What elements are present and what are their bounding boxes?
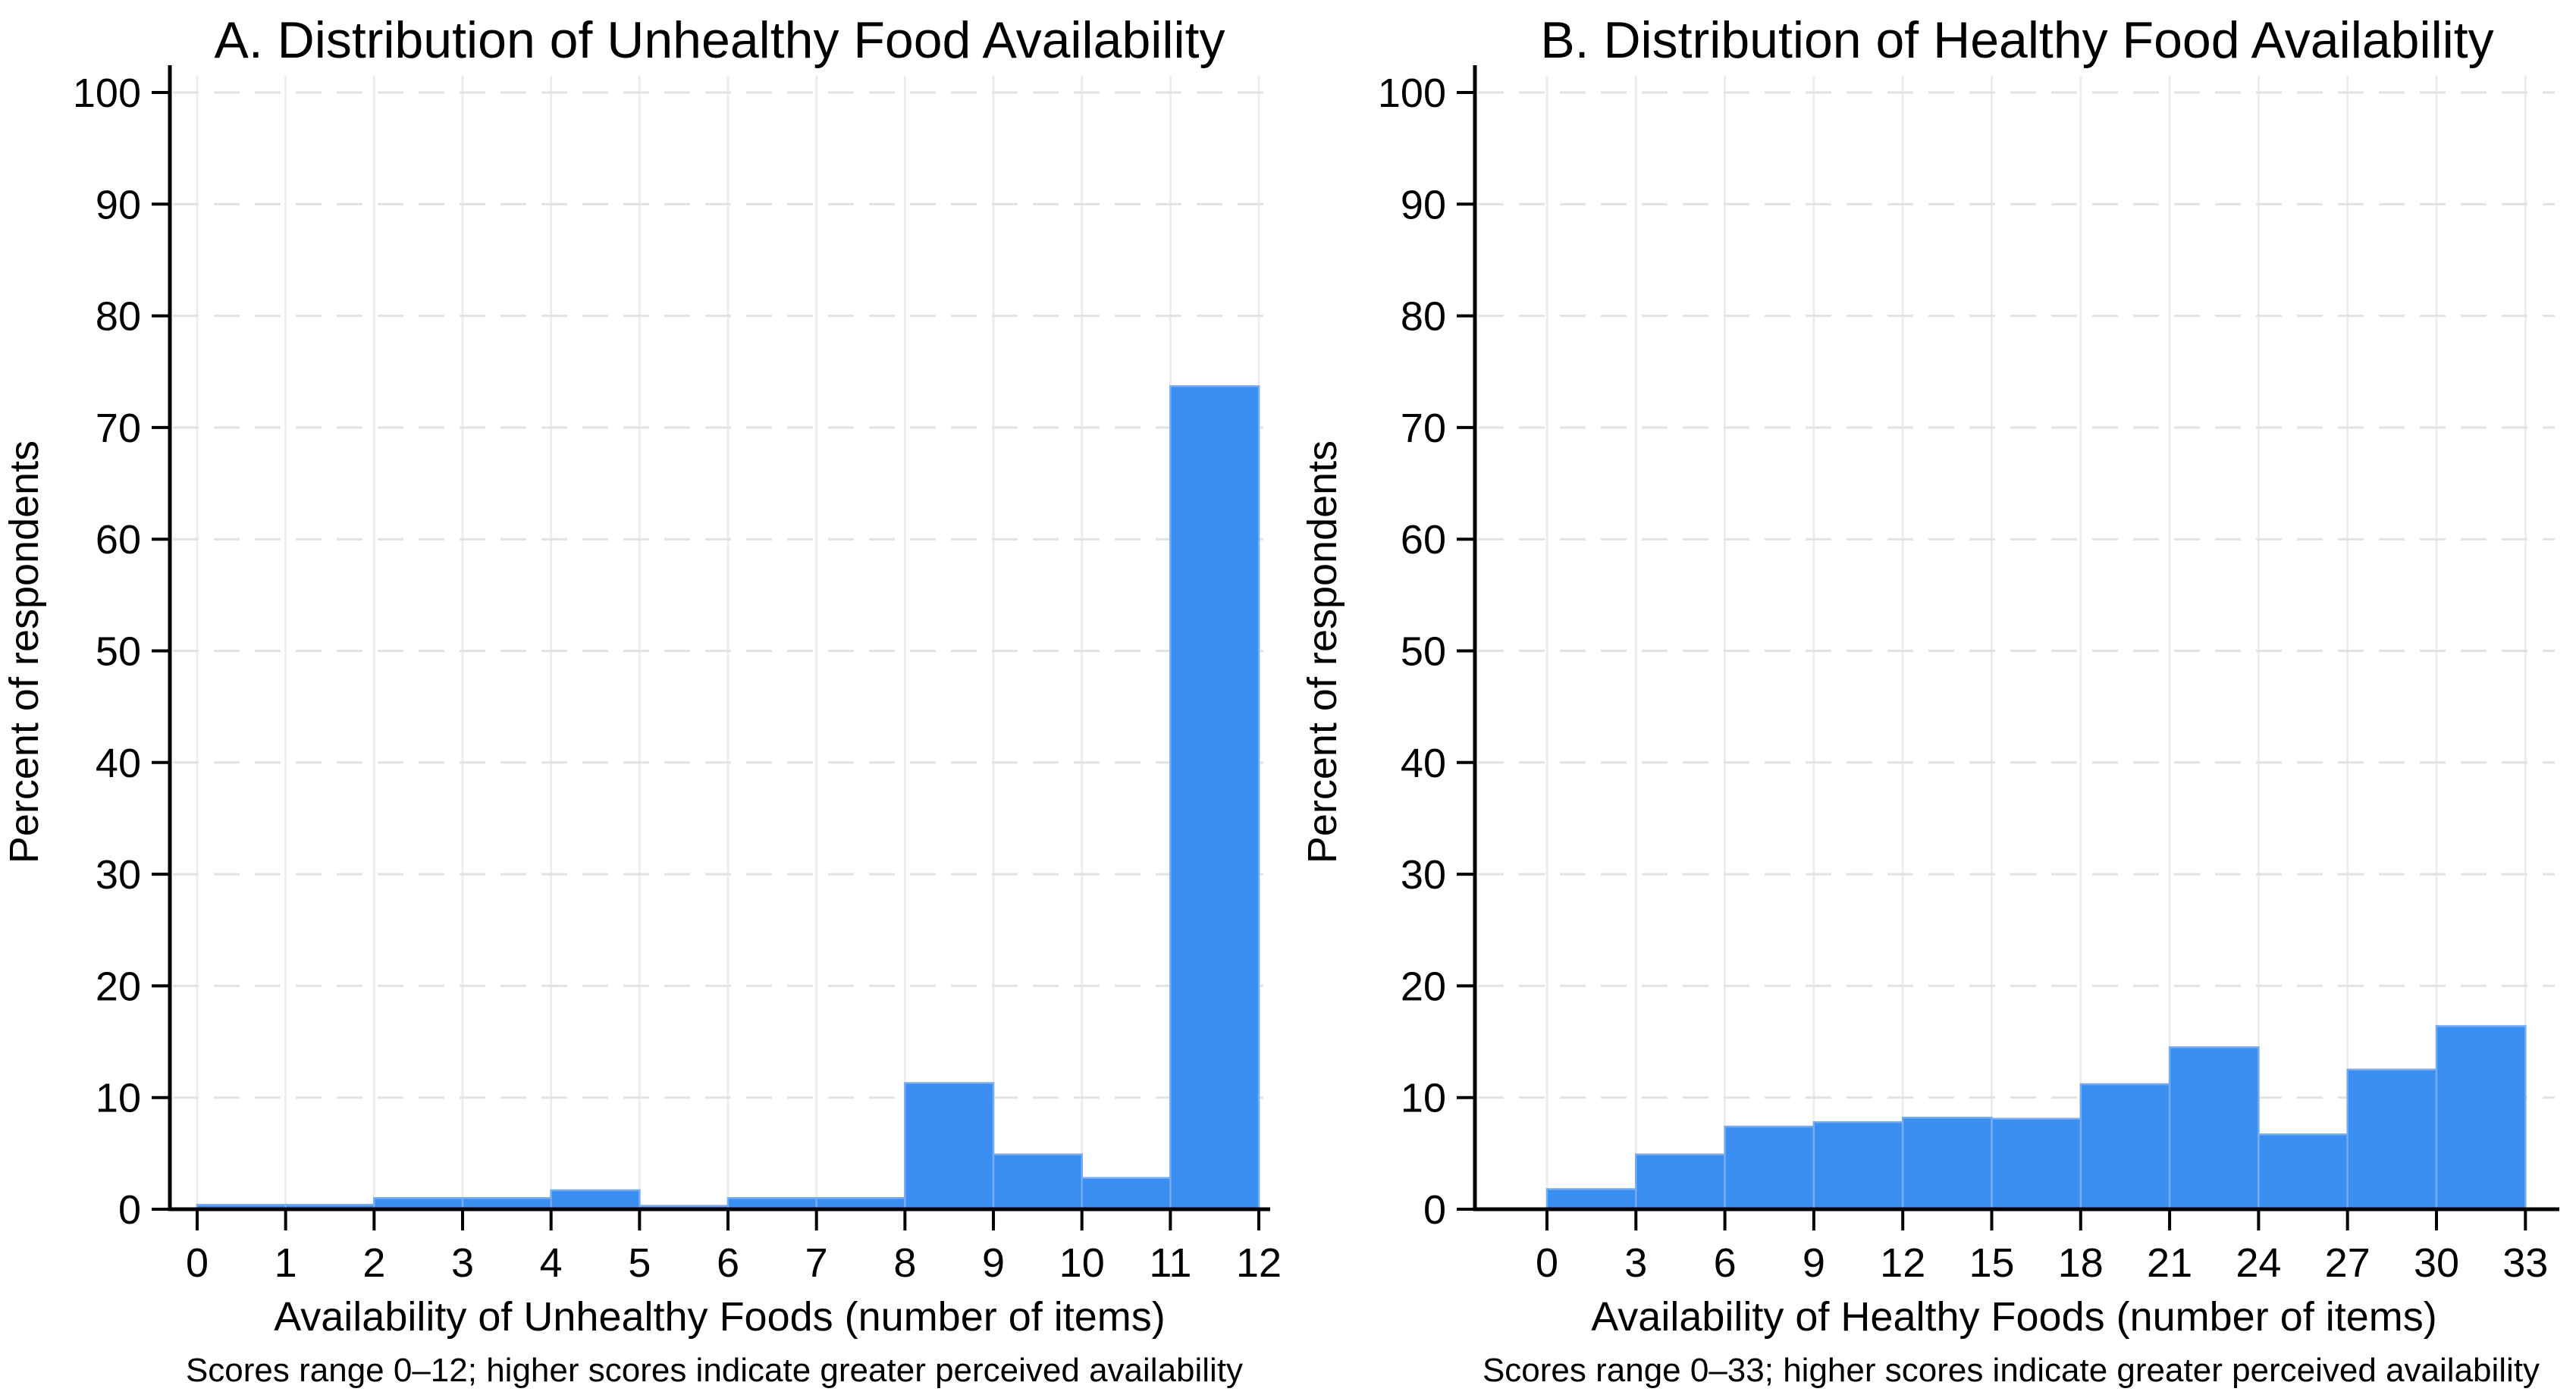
histogram-bar [1724, 1125, 1815, 1211]
x-tick-label: 6 [1714, 1240, 1737, 1286]
x-tick-label: 3 [451, 1240, 474, 1286]
histogram-bar [2258, 1133, 2349, 1211]
x-tick-label: 4 [540, 1240, 563, 1286]
histogram-bar [2079, 1083, 2171, 1211]
y-tick-label: 100 [73, 71, 141, 116]
histogram-bar [2435, 1025, 2527, 1211]
x-tick-label: 7 [805, 1240, 828, 1286]
x-tick-label: 3 [1624, 1240, 1647, 1286]
panel-b-plot: 0 10 20 30 40 50 60 70 80 90 100 0 3 6 9 12 15 18 21 24 27 30… [1378, 65, 2559, 1286]
x-tick-label: 9 [1803, 1240, 1825, 1286]
x-tick-label: 21 [2147, 1240, 2192, 1286]
x-tick-label: 9 [982, 1240, 1005, 1286]
panel-b-footnote: Scores range 0–33; higher scores indicat… [1483, 1352, 2540, 1389]
y-tick-label: 60 [1401, 517, 1446, 563]
y-tick-label: 90 [96, 182, 141, 227]
x-tick-label: 12 [1880, 1240, 1925, 1286]
y-tick-label: 30 [1401, 852, 1446, 898]
x-tick-label: 11 [1149, 1240, 1191, 1286]
x-tick-label: 10 [1059, 1240, 1105, 1286]
y-tick-label: 0 [118, 1187, 141, 1233]
x-tick-label: 8 [893, 1240, 916, 1286]
histogram-bar [1169, 385, 1260, 1211]
y-tick-label: 10 [96, 1076, 141, 1121]
y-tick-label: 30 [96, 852, 141, 898]
x-tick-label: 5 [628, 1240, 651, 1286]
panel-b-title: B. Distribution of Healthy Food Availabi… [1540, 11, 2493, 69]
histogram-bar [992, 1153, 1083, 1211]
x-tick-label: 0 [186, 1240, 209, 1286]
y-tick-label: 50 [96, 629, 141, 675]
x-tick-label: 15 [1969, 1240, 2014, 1286]
panel-a-title: A. Distribution of Unhealthy Food Availa… [214, 11, 1225, 69]
y-tick-label: 10 [1401, 1076, 1446, 1121]
histogram-bar [1545, 1188, 1637, 1211]
y-tick-label: 100 [1378, 71, 1446, 116]
x-tick-label: 2 [362, 1240, 385, 1286]
y-tick-label: 20 [96, 964, 141, 1009]
y-tick-label: 70 [96, 406, 141, 451]
panel-a-ylabel: Percent of respondents [2, 440, 47, 864]
histogram-bar [1635, 1153, 1726, 1211]
y-tick-label: 70 [1401, 406, 1446, 451]
histogram-bar [2168, 1046, 2260, 1211]
x-tick-label: 0 [1536, 1240, 1558, 1286]
x-tick-label: 12 [1236, 1240, 1282, 1286]
x-tick-label: 1 [275, 1240, 297, 1286]
y-tick-label: 0 [1423, 1187, 1446, 1233]
histogram-bar [1812, 1121, 1904, 1211]
x-tick-label: 30 [2414, 1240, 2459, 1286]
panel-b-ylabel: Percent of respondents [1300, 440, 1345, 864]
y-tick-label: 50 [1401, 629, 1446, 675]
histogram-bar [550, 1189, 641, 1211]
x-tick-label: 24 [2236, 1240, 2281, 1286]
histogram-bar [1081, 1177, 1172, 1211]
histogram-bar [904, 1082, 995, 1211]
y-tick-label: 90 [1401, 182, 1446, 227]
panel-b-xlabel: Availability of Healthy Foods (number of… [1591, 1294, 2436, 1340]
panel-a-footnote: Scores range 0–12; higher scores indicat… [186, 1352, 1243, 1389]
histogram-bar [1901, 1116, 1993, 1211]
y-tick-label: 80 [1401, 294, 1446, 340]
histogram-bar [2346, 1068, 2438, 1211]
x-tick-label: 33 [2502, 1240, 2548, 1286]
x-tick-label: 6 [717, 1240, 739, 1286]
y-tick-label: 60 [96, 517, 141, 563]
panel-a-xlabel: Availability of Unhealthy Foods (number … [274, 1294, 1166, 1340]
histogram-bar [1991, 1117, 2082, 1211]
x-tick-label: 18 [2058, 1240, 2104, 1286]
x-tick-label: 27 [2325, 1240, 2370, 1286]
y-tick-label: 40 [1401, 741, 1446, 786]
y-tick-label: 80 [96, 294, 141, 340]
y-tick-label: 20 [1401, 964, 1446, 1009]
y-tick-label: 40 [96, 741, 141, 786]
